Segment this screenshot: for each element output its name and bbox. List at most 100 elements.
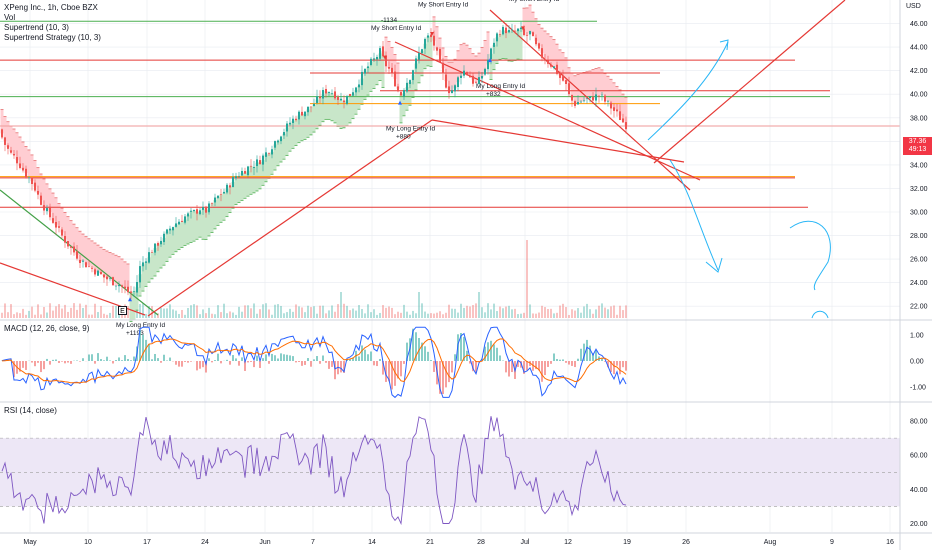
supertrend-line [33,160,37,161]
supertrend-fill [126,263,130,290]
supertrend-fill [285,127,289,155]
supertrend-fill [483,40,487,72]
supertrend-fill [447,61,451,90]
candle-body [166,229,168,234]
supertrend-fill [78,230,82,262]
candle-body [82,260,84,262]
supertrend-line [156,271,160,273]
volume-bar [307,305,309,318]
supertrend-fill [6,121,10,148]
candle-body [328,91,330,93]
supertrend-line [63,212,67,213]
trade-label: My Long Entry Id [476,83,526,90]
supertrend-line [522,7,526,9]
candle-body [220,194,222,195]
macd-histogram-bar [622,361,624,368]
trade-pnl: +880 [396,133,411,140]
candle-body [391,67,393,73]
candle-body [4,137,6,145]
candle-body [514,30,516,32]
indicator-supertrend-strategy[interactable]: Supertrend Strategy (10, 3) [4,33,101,42]
supertrend-fill [558,49,562,76]
supertrend-line [558,49,562,51]
candle-body [331,93,333,94]
supertrend-fill [231,181,235,208]
supertrend-fill [132,291,136,320]
candle-body [322,90,324,99]
supertrend-fill [54,197,58,225]
candle-body [94,269,96,275]
supertrend-fill [168,229,172,257]
supertrend-fill [522,7,526,32]
supertrend-fill [171,228,175,254]
candle-body [541,48,543,58]
volume-bar [463,307,465,318]
volume-bar [256,313,258,318]
macd-histogram-bar [334,361,336,380]
volume-bar [196,305,198,318]
macd-histogram-bar [160,361,162,363]
volume-bar [559,305,561,318]
time-tick: 26 [682,539,690,546]
price-tick: 30.00 [910,210,928,217]
macd-histogram-bar [271,353,273,361]
volume-bar [178,313,180,318]
supertrend-line [489,79,493,80]
macd-histogram-bar [526,361,528,371]
macd-histogram-bar [154,353,156,361]
macd-histogram-bar [25,361,27,370]
rsi-label[interactable]: RSI (14, close) [4,406,57,415]
supertrend-line [123,261,127,263]
macd-histogram-bar [391,361,393,390]
volume-bar [565,307,567,318]
candle-body [103,274,105,278]
candle-body [130,291,132,293]
macd-histogram-bar [430,360,432,361]
supertrend-fill [573,75,577,104]
supertrend-fill [288,123,292,151]
candles [1,21,627,300]
supertrend-fill [216,196,220,225]
candle-body [571,95,573,101]
supertrend-fill [192,210,196,241]
candle-body [106,276,108,280]
time-tick: 10 [84,539,92,546]
supertrend-line [42,178,46,180]
time-slider-handle[interactable]: E [118,306,127,315]
supertrend-fill [312,104,316,132]
macd-histogram-bar [352,357,354,361]
volume-bar [382,305,384,318]
candle-body [550,64,552,67]
supertrend-line [510,60,514,62]
supertrend-fill [48,188,52,213]
volume-bar [268,309,270,318]
supertrend-fill [384,36,388,61]
candle-body [364,68,366,74]
supertrend-line [231,207,235,209]
symbol-title: XPeng Inc., 1h, Cboe BZX [4,3,98,12]
supertrend-line [75,227,79,229]
supertrend-line [414,89,418,91]
macd-label[interactable]: MACD (12, 26, close, 9) [4,324,90,333]
volume-bar [25,314,27,318]
candle-body [466,72,468,75]
volume-bar [523,312,525,318]
supertrend-line [111,253,115,255]
supertrend-line [261,184,265,186]
macd-histogram-bar [208,358,210,361]
supertrend-fill [462,42,466,74]
macd-histogram-bar [400,361,402,377]
supertrend-line [174,251,178,253]
indicator-supertrend[interactable]: Supertrend (10, 3) [4,23,69,32]
supertrend-fill [615,85,619,111]
supertrend-fill [309,106,313,135]
candle-body [613,107,615,111]
macd-histogram-bar [508,361,510,377]
candle-body [31,177,33,185]
indicator-vol[interactable]: Vol [4,13,16,22]
supertrend-fill [207,207,211,236]
supertrend-line [219,221,223,223]
volume-bar [526,240,528,318]
